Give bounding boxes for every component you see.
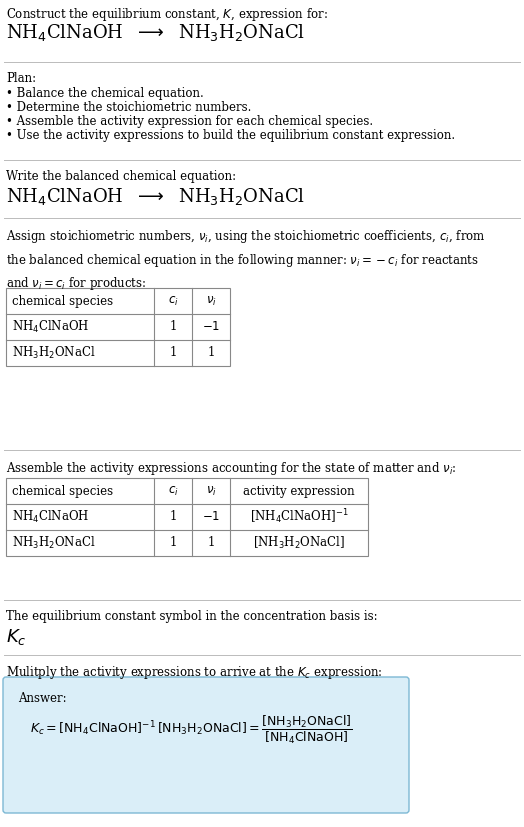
- Text: $K_c$: $K_c$: [6, 627, 27, 647]
- Text: $c_i$: $c_i$: [168, 485, 178, 498]
- Text: NH$_3$H$_2$ONaCl: NH$_3$H$_2$ONaCl: [12, 535, 95, 551]
- FancyBboxPatch shape: [3, 677, 409, 813]
- Text: The equilibrium constant symbol in the concentration basis is:: The equilibrium constant symbol in the c…: [6, 610, 378, 623]
- Text: $c_i$: $c_i$: [168, 294, 178, 308]
- Text: Assemble the activity expressions accounting for the state of matter and $\nu_i$: Assemble the activity expressions accoun…: [6, 460, 456, 477]
- Text: NH$_3$H$_2$ONaCl: NH$_3$H$_2$ONaCl: [12, 345, 95, 361]
- Bar: [6, 288, 230, 366]
- Text: 1: 1: [169, 537, 177, 549]
- Bar: [6, 478, 368, 556]
- Bar: [6, 478, 368, 556]
- Text: • Determine the stoichiometric numbers.: • Determine the stoichiometric numbers.: [6, 101, 252, 114]
- Text: NH$_4$ClNaOH: NH$_4$ClNaOH: [12, 509, 90, 525]
- Text: Mulitply the activity expressions to arrive at the $K_c$ expression:: Mulitply the activity expressions to arr…: [6, 664, 383, 681]
- Text: Write the balanced chemical equation:: Write the balanced chemical equation:: [6, 170, 236, 183]
- Text: • Balance the chemical equation.: • Balance the chemical equation.: [6, 87, 204, 100]
- Text: Assign stoichiometric numbers, $\nu_i$, using the stoichiometric coefficients, $: Assign stoichiometric numbers, $\nu_i$, …: [6, 228, 486, 292]
- Text: 1: 1: [169, 347, 177, 360]
- Text: 1: 1: [208, 347, 215, 360]
- Text: chemical species: chemical species: [12, 485, 113, 498]
- Text: activity expression: activity expression: [243, 485, 355, 498]
- Text: Answer:: Answer:: [18, 692, 67, 705]
- Text: $-1$: $-1$: [202, 510, 220, 523]
- Text: 1: 1: [169, 321, 177, 333]
- Text: [NH$_3$H$_2$ONaCl]: [NH$_3$H$_2$ONaCl]: [253, 535, 345, 551]
- Text: NH$_4$ClNaOH: NH$_4$ClNaOH: [12, 319, 90, 335]
- Text: 1: 1: [169, 510, 177, 523]
- Text: chemical species: chemical species: [12, 294, 113, 308]
- Text: NH$_4$ClNaOH  $\longrightarrow$  NH$_3$H$_2$ONaCl: NH$_4$ClNaOH $\longrightarrow$ NH$_3$H$_…: [6, 186, 305, 207]
- Text: 1: 1: [208, 537, 215, 549]
- Text: Plan:: Plan:: [6, 72, 36, 85]
- Text: $\nu_i$: $\nu_i$: [205, 485, 216, 498]
- Text: [NH$_4$ClNaOH]$^{-1}$: [NH$_4$ClNaOH]$^{-1}$: [249, 508, 348, 526]
- Text: $K_c = [\mathrm{NH_4ClNaOH}]^{-1}\,[\mathrm{NH_3H_2ONaCl}] = \dfrac{[\mathrm{NH_: $K_c = [\mathrm{NH_4ClNaOH}]^{-1}\,[\mat…: [30, 714, 353, 746]
- Text: $\nu_i$: $\nu_i$: [205, 294, 216, 308]
- Text: NH$_4$ClNaOH  $\longrightarrow$  NH$_3$H$_2$ONaCl: NH$_4$ClNaOH $\longrightarrow$ NH$_3$H$_…: [6, 22, 305, 43]
- Text: • Assemble the activity expression for each chemical species.: • Assemble the activity expression for e…: [6, 115, 373, 128]
- Text: Construct the equilibrium constant, $K$, expression for:: Construct the equilibrium constant, $K$,…: [6, 6, 328, 23]
- Text: • Use the activity expressions to build the equilibrium constant expression.: • Use the activity expressions to build …: [6, 129, 455, 142]
- Text: $-1$: $-1$: [202, 321, 220, 333]
- Bar: [6, 288, 230, 366]
